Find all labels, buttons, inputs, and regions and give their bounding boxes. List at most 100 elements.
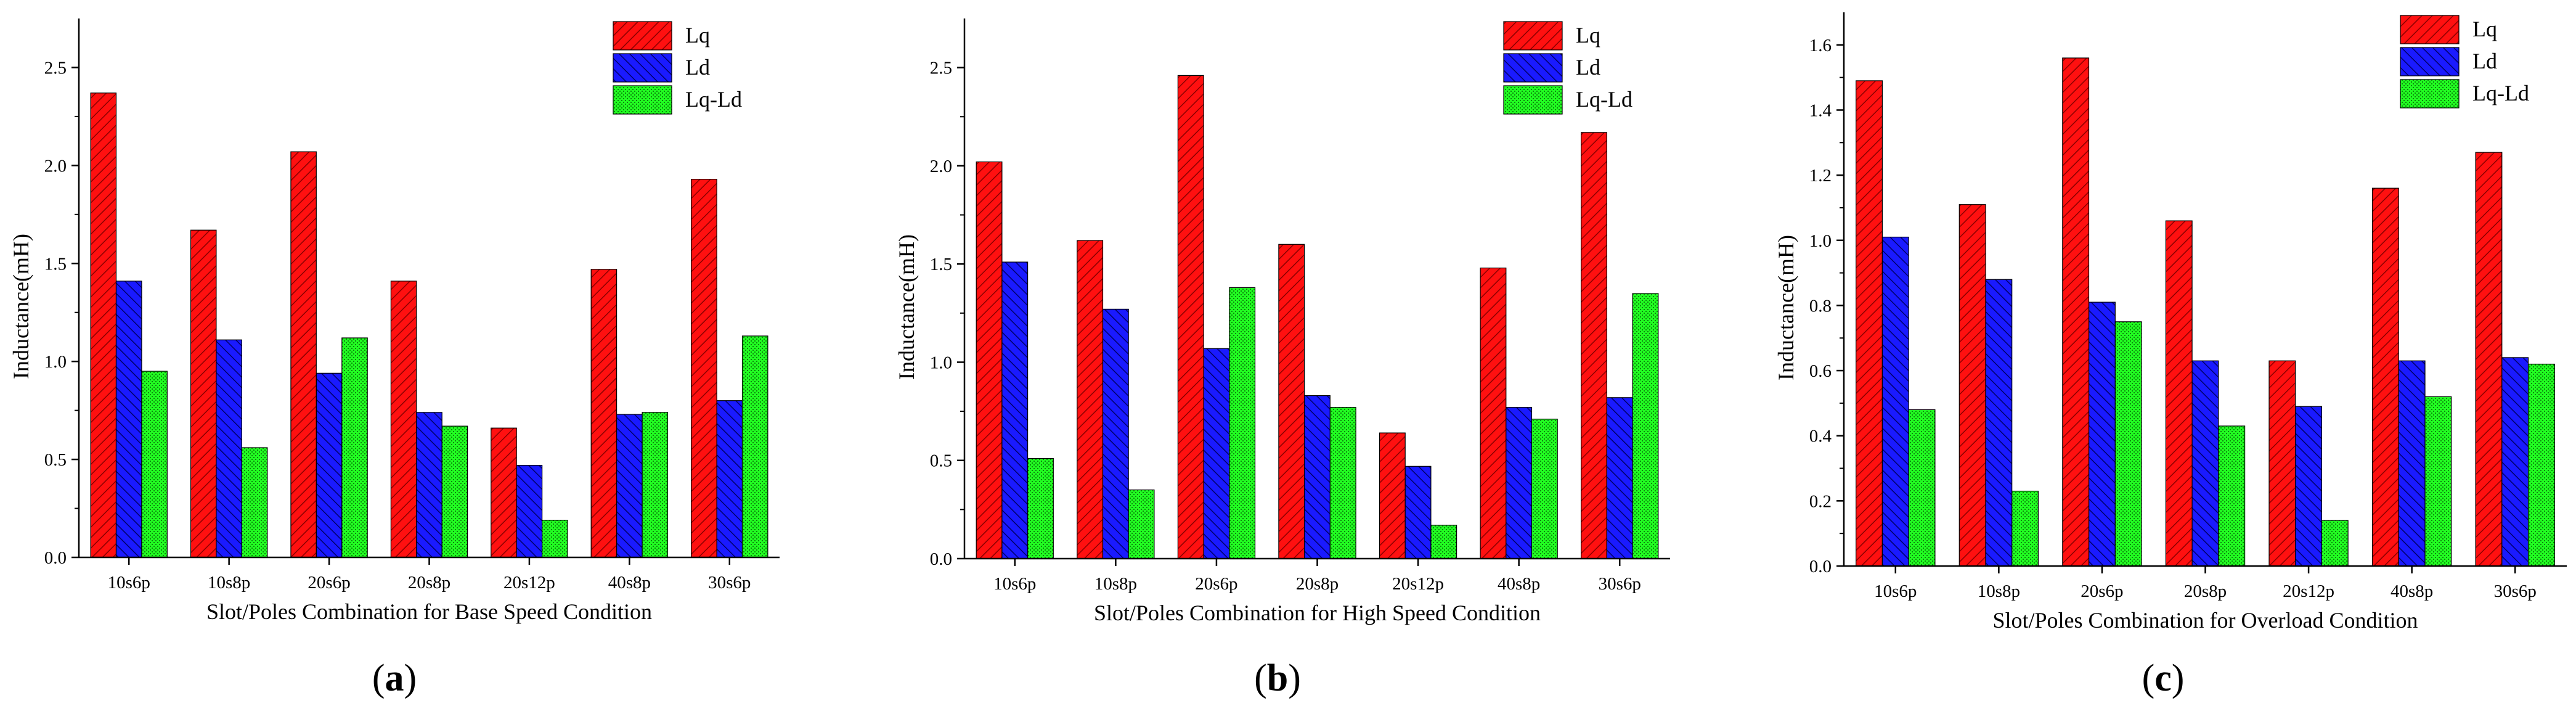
chart-panel-a: 0.0 0.5 1.0 1.5 2.0 2.5 10s6p 10s8p 20s6p 20s8p 20…: [9, 18, 780, 699]
y-tick-label: 1.2: [1809, 166, 1832, 186]
bar-lq-40s8p: [2371, 187, 2399, 567]
bar-lq-20s12p: [491, 427, 517, 558]
bar-ld-10s8p: [1985, 279, 2013, 567]
bar-lq-10s6p: [1856, 80, 1883, 567]
bar-lq-ld-20s8p: [1329, 407, 1356, 559]
x-tick-label: 10s6p: [993, 574, 1036, 594]
y-tick-label: 1.0: [1809, 231, 1832, 251]
bar-lq-ld-20s12p: [541, 519, 568, 558]
chart-panel-c: 0.0 0.2 0.4 0.6 0.8 1.0 1.2 1.4 1.6 10s6p 10s8p 20s…: [1774, 12, 2567, 699]
y-tick-label: 1.5: [44, 254, 67, 274]
bar-ld-40s8p: [2398, 360, 2426, 567]
bar-ld-30s6p: [1606, 397, 1633, 559]
bar-ld-30s6p: [716, 400, 743, 558]
panel-label-open: (: [2142, 657, 2155, 699]
x-tick-label: 20s12p: [2283, 581, 2334, 601]
chart-panel-b: 0.0 0.5 1.0 1.5 2.0 2.5 10s6p 10s8p 20s6p 20s8p 20…: [894, 18, 1670, 699]
panel-label-close: ): [404, 657, 417, 699]
bar-lq-ld-40s8p: [1531, 419, 1558, 559]
y-axis-title: Inductance(mH): [9, 234, 33, 379]
y-tick-label: 2.0: [44, 156, 67, 176]
legend-label-lq-ld: Lq-Ld: [685, 87, 742, 112]
bar-ld-20s6p: [316, 372, 343, 558]
bar-lq-20s8p: [1278, 244, 1305, 559]
y-tick-label: 0.6: [1809, 361, 1832, 381]
y-tick-label: 0.8: [1809, 296, 1832, 316]
bar-lq-30s6p: [1581, 132, 1607, 559]
y-tick-label: 0.0: [930, 549, 952, 569]
y-tick-label: 1.0: [930, 353, 952, 372]
bar-ld-10s6p: [1001, 261, 1029, 559]
panel-label-open: (: [372, 657, 385, 699]
bar-lq-20s6p: [1177, 75, 1204, 559]
x-axis-title: Slot/Poles Combination for High Speed Co…: [1094, 601, 1541, 625]
x-tick-label: 30s6p: [2494, 581, 2537, 601]
bar-lq-ld-20s12p: [1430, 525, 1457, 559]
legend-swatch-ld: [2400, 47, 2460, 76]
bar-ld-20s12p: [1404, 466, 1432, 559]
x-tick-label: 30s6p: [1599, 574, 1641, 594]
bar-lq-10s6p: [90, 92, 117, 558]
x-tick-label: 10s6p: [1874, 581, 1917, 601]
bar-lq-20s6p: [290, 151, 317, 558]
bar-lq-ld-10s8p: [241, 447, 268, 558]
y-tick-label: 1.5: [930, 255, 952, 274]
legend-label-lq: Lq: [2472, 17, 2497, 41]
x-tick-label: 20s6p: [1195, 574, 1237, 594]
bar-lq-20s8p: [2165, 220, 2193, 567]
bar-lq-ld-20s6p: [2114, 321, 2142, 567]
bar-lq-10s8p: [1077, 240, 1104, 559]
bar-ld-10s8p: [1102, 308, 1129, 559]
y-tick-label: 2.5: [930, 59, 952, 78]
panel-label: (c): [2142, 657, 2185, 699]
bar-ld-10s8p: [216, 339, 242, 558]
bar-lq-10s8p: [190, 229, 217, 558]
bar-lq-ld-30s6p: [2528, 363, 2555, 567]
bar-lq-ld-10s6p: [1027, 458, 1054, 559]
bar-lq-ld-10s8p: [1128, 489, 1155, 559]
panel-label-letter: a: [385, 657, 404, 699]
x-tick-label: 10s8p: [1978, 581, 2020, 601]
bar-ld-20s8p: [2191, 360, 2219, 567]
bar-lq-ld-10s8p: [2011, 490, 2039, 567]
bar-lq-30s6p: [2475, 152, 2503, 567]
x-tick-label: 10s8p: [208, 573, 250, 593]
bar-ld-20s6p: [2089, 302, 2116, 567]
bar-lq-ld-10s6p: [1908, 409, 1936, 567]
bar-lq-20s6p: [2062, 57, 2090, 567]
bar-ld-40s8p: [616, 414, 643, 558]
y-axis-title: Inductance(mH): [894, 234, 919, 380]
legend-label-lq-ld: Lq-Ld: [1576, 87, 1632, 112]
y-tick-label: 0.5: [44, 450, 67, 470]
y-axis-title: Inductance(mH): [1774, 235, 1798, 380]
bar-lq-ld-20s8p: [441, 425, 468, 558]
bar-ld-20s12p: [516, 464, 543, 558]
legend-label-ld: Ld: [685, 55, 710, 80]
x-tick-label: 20s12p: [1392, 574, 1444, 594]
x-tick-label: 40s8p: [608, 573, 651, 593]
legend-label-lq: Lq: [1576, 23, 1600, 47]
x-tick-label: 20s8p: [408, 573, 450, 593]
legend-swatch-lq-ld: [613, 85, 672, 115]
y-tick-label: 1.6: [1809, 36, 1832, 55]
legend-swatch-lq-ld: [1503, 85, 1563, 115]
bar-lq-10s8p: [1958, 204, 1986, 567]
x-tick-label: 30s6p: [708, 573, 751, 593]
y-tick-label: 1.0: [44, 352, 67, 372]
bar-lq-20s12p: [1379, 432, 1406, 559]
panel-label-open: (: [1254, 657, 1267, 699]
x-tick-label: 20s8p: [2184, 581, 2227, 601]
panel-label-close: ): [1288, 657, 1301, 699]
legend-swatch-lq-ld: [2400, 79, 2460, 109]
bar-lq-10s6p: [976, 161, 1003, 559]
bar-lq-ld-10s6p: [141, 371, 168, 558]
x-tick-label: 20s6p: [2081, 581, 2123, 601]
legend-swatch-lq: [613, 21, 672, 51]
panel-label-close: ): [2172, 657, 2185, 699]
bar-lq-ld-20s12p: [2321, 520, 2349, 567]
panel-label-letter: c: [2154, 657, 2172, 699]
bar-lq-ld-20s8p: [2218, 425, 2246, 567]
x-tick-label: 40s8p: [1498, 574, 1540, 594]
x-tick-label: 20s8p: [1296, 574, 1339, 594]
